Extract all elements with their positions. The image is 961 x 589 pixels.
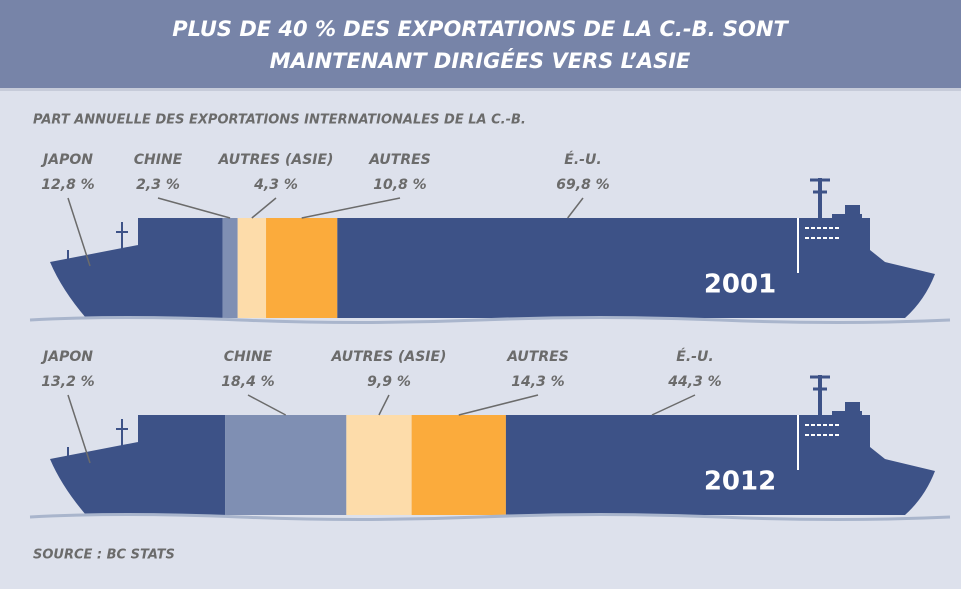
ship-stern — [798, 218, 935, 318]
legend-label: AUTRES (ASIE) — [331, 349, 447, 365]
water — [29, 513, 951, 521]
value-label: 2,3 % — [136, 177, 180, 193]
leader-line — [67, 197, 91, 267]
legend-label: AUTRES — [368, 152, 431, 168]
superstructure — [832, 411, 862, 416]
legend-label: CHINE — [134, 152, 183, 168]
header-band — [0, 0, 961, 88]
subtitle: PART ANNUELLE DES EXPORTATIONS INTERNATI… — [33, 113, 526, 128]
legend-label: JAPON — [40, 349, 93, 365]
leader-line — [247, 394, 287, 416]
value-label: 44,3 % — [667, 374, 721, 390]
value-label: 18,4 % — [221, 374, 274, 390]
leader-line — [67, 394, 91, 464]
year-label: 2001 — [704, 270, 776, 300]
bar-segment — [237, 218, 267, 318]
legend-label: AUTRES — [506, 349, 569, 365]
bar-segment — [266, 218, 338, 318]
bar-segment — [346, 415, 412, 515]
value-label: 69,8 % — [556, 177, 609, 193]
water — [29, 316, 951, 324]
leader-line — [567, 197, 584, 219]
header-rule — [0, 88, 961, 91]
bar-segment — [138, 415, 226, 515]
leader-line — [251, 197, 277, 219]
value-label: 13,2 % — [41, 374, 94, 390]
bar-segment — [411, 415, 506, 515]
bar-segment — [505, 415, 798, 515]
chart-title: MAINTENANT DIRIGÉES VERS L’ASIE — [270, 48, 691, 73]
chart-title: PLUS DE 40 % DES EXPORTATIONS DE LA C.-B… — [172, 17, 789, 41]
ship-bow — [50, 415, 138, 515]
bar-segment — [138, 218, 223, 318]
leader-line — [157, 197, 231, 219]
leader-line — [301, 197, 401, 219]
ship-stern — [798, 415, 935, 515]
legend-label: É.-U. — [676, 348, 713, 365]
ship-bow — [50, 218, 138, 318]
value-label: 14,3 % — [511, 374, 564, 390]
legend-label: CHINE — [224, 349, 273, 365]
leader-line — [651, 394, 696, 416]
leader-line — [378, 394, 390, 416]
bar-segment — [337, 218, 798, 318]
legend-label: JAPON — [40, 152, 93, 168]
value-label: 12,8 % — [41, 177, 94, 193]
value-label: 9,9 % — [367, 374, 411, 390]
superstructure — [832, 214, 862, 219]
leader-line — [458, 394, 539, 416]
source: SOURCE : BC STATS — [33, 548, 175, 563]
value-label: 10,8 % — [373, 177, 426, 193]
year-label: 2012 — [704, 467, 776, 497]
bar-segment — [222, 218, 238, 318]
legend-label: AUTRES (ASIE) — [218, 152, 334, 168]
bar-segment — [225, 415, 347, 515]
value-label: 4,3 % — [253, 177, 298, 193]
legend-label: É.-U. — [564, 151, 601, 168]
